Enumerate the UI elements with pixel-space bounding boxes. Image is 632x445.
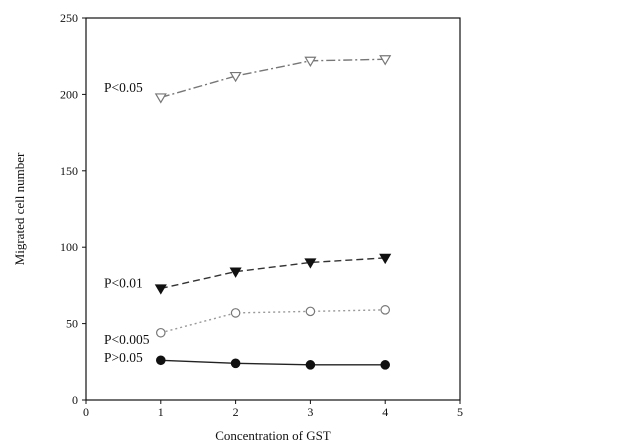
series-line-2 <box>160 257 386 290</box>
y-tick-label: 0 <box>72 393 78 407</box>
data-point <box>305 306 316 317</box>
data-point <box>154 284 167 295</box>
series-line-1 <box>160 58 386 99</box>
annotation-label: P<0.01 <box>104 275 143 290</box>
x-tick-label: 4 <box>382 405 388 419</box>
y-axis-label: Migrated cell number <box>12 152 27 265</box>
series-line-4 <box>160 359 386 366</box>
plot-area: 0 50 100 150 200 250 0 1 2 3 4 5 P<0.05 P<0.01 P<0.005… <box>60 11 463 419</box>
annotation-label: P<0.05 <box>104 80 143 95</box>
x-tick-label: 0 <box>83 405 89 419</box>
data-point <box>379 253 392 265</box>
data-point <box>229 267 242 278</box>
series-line-3 <box>160 309 386 334</box>
y-tick-label: 250 <box>60 11 78 25</box>
y-tick-label: 150 <box>60 164 78 178</box>
data-point <box>230 308 241 318</box>
data-point <box>380 360 390 370</box>
y-tick-label: 100 <box>60 240 78 254</box>
data-point <box>305 360 316 370</box>
x-tick-label: 2 <box>233 405 239 419</box>
annotation-label: P>0.05 <box>104 350 143 365</box>
data-point <box>230 358 241 369</box>
annotation-label: P<0.005 <box>104 332 150 347</box>
y-tick-label: 200 <box>60 87 78 101</box>
data-point <box>379 55 392 66</box>
x-tick-label: 3 <box>307 405 313 419</box>
y-tick-label: 50 <box>66 317 78 331</box>
x-tick-label: 1 <box>158 405 164 419</box>
data-point <box>156 327 166 338</box>
plot-frame <box>85 17 461 401</box>
data-point <box>154 93 167 104</box>
x-axis-label: Concentration of GST <box>215 428 331 443</box>
data-point <box>229 71 242 83</box>
data-point <box>380 305 390 315</box>
data-point <box>156 355 166 366</box>
data-point <box>304 258 317 269</box>
data-point <box>304 56 317 67</box>
x-tick-label: 5 <box>457 405 463 419</box>
